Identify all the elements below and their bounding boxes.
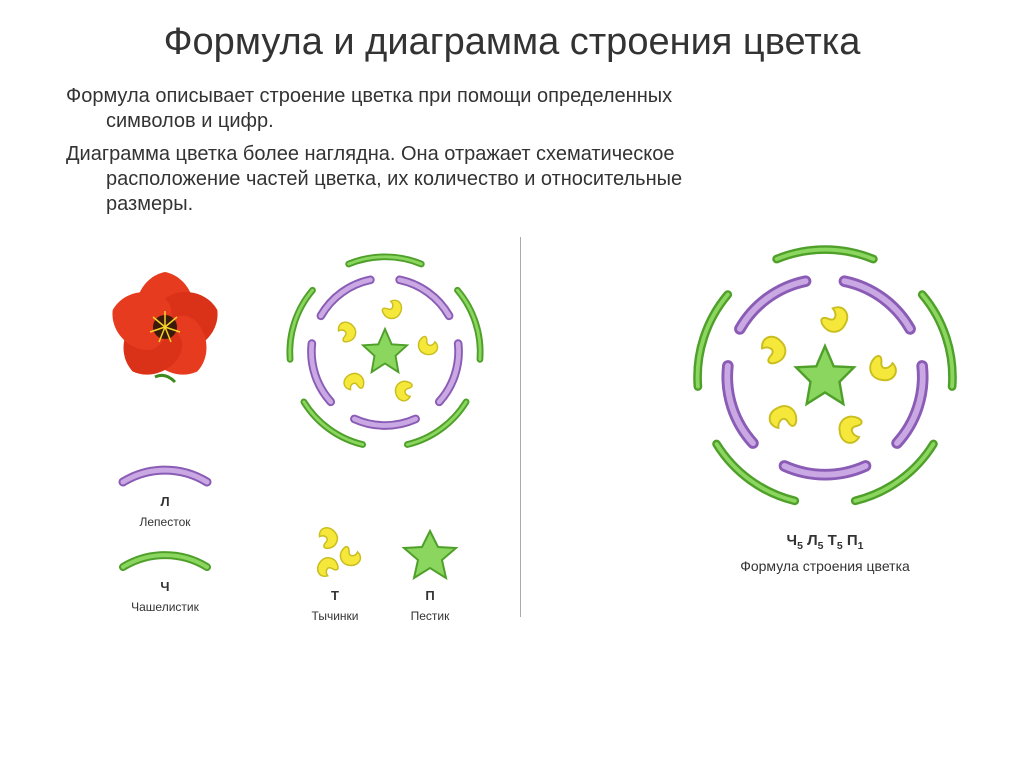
sepal-arc-icon	[115, 547, 215, 573]
paragraph-2: Диаграмма цветка более наглядна. Она отр…	[60, 142, 964, 217]
legend-petal-word: Лепесток	[139, 515, 190, 529]
p1-line1: Формула описывает строение цветка при по…	[66, 85, 672, 107]
vertical-divider	[520, 237, 521, 617]
legend-stamen-word: Тычинки	[312, 609, 359, 623]
stamen-icon	[300, 527, 370, 582]
formula-caption: Формула строения цветка	[720, 558, 930, 574]
diagram-area: Л Лепесток Ч Чашелистик Т Тычинки	[60, 227, 964, 647]
petal-arc-icon	[115, 462, 215, 488]
flower-photo	[100, 257, 230, 387]
page-title: Формула и диаграмма строения цветка	[60, 20, 964, 66]
floral-diagram-left	[275, 242, 495, 462]
formula-text: Ч5 Л5 Т5 П1	[720, 532, 930, 552]
p1-line2: символов и цифр.	[66, 109, 964, 134]
legend-left: Л Лепесток Ч Чашелистик	[115, 462, 215, 614]
legend-pistil: П Пестик	[400, 527, 460, 623]
pistil-star-icon	[400, 527, 460, 582]
p2-line2: расположение частей цветка, их количеств…	[66, 167, 964, 192]
p2-line3: размеры.	[66, 192, 964, 217]
legend-sepal: Ч Чашелистик	[115, 547, 215, 614]
p2-line1: Диаграмма цветка более наглядна. Она отр…	[66, 143, 674, 165]
floral-diagram-right	[680, 232, 970, 522]
legend-right: Т Тычинки П Пестик	[300, 527, 460, 623]
paragraph-1: Формула описывает строение цветка при по…	[60, 84, 964, 134]
legend-sepal-letter: Ч	[160, 579, 169, 594]
legend-stamen: Т Тычинки	[300, 527, 370, 623]
formula-block: Ч5 Л5 Т5 П1 Формула строения цветка	[720, 532, 930, 574]
legend-pistil-letter: П	[425, 588, 434, 603]
legend-petal: Л Лепесток	[115, 462, 215, 529]
legend-sepal-word: Чашелистик	[131, 600, 199, 614]
legend-petal-letter: Л	[160, 494, 169, 509]
legend-pistil-word: Пестик	[411, 609, 450, 623]
legend-stamen-letter: Т	[331, 588, 339, 603]
